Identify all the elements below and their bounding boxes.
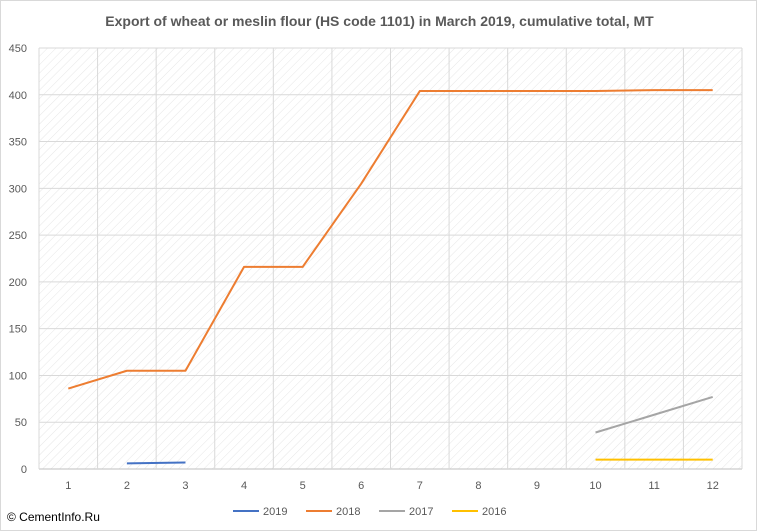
legend-label: 2016	[482, 506, 506, 518]
legend-label: 2018	[336, 506, 360, 518]
series-line	[68, 89, 713, 390]
x-tick-label: 5	[300, 480, 306, 492]
legend: 2019 2018 2017 2016	[233, 506, 506, 518]
y-tick-label: 400	[9, 90, 27, 102]
x-tick-label: 7	[417, 480, 423, 492]
legend-item-2019: 2019	[233, 506, 287, 518]
gridlines	[38, 47, 743, 470]
series-lines	[68, 89, 713, 465]
y-tick-label: 50	[15, 417, 27, 429]
x-tick-label: 11	[648, 480, 659, 492]
legend-label: 2019	[263, 506, 287, 518]
y-tick-label: 200	[9, 277, 27, 289]
legend-item-2017: 2017	[379, 506, 433, 518]
y-tick-label: 250	[9, 230, 27, 242]
legend-item-2016: 2016	[452, 506, 506, 518]
y-tick-label: 300	[9, 183, 27, 195]
y-tick-label: 450	[9, 43, 27, 55]
y-tick-label: 350	[9, 137, 27, 149]
x-tick-label: 1	[65, 480, 71, 492]
series-line	[595, 396, 713, 434]
series-line	[126, 461, 186, 465]
x-tick-label: 10	[589, 480, 601, 492]
x-tick-label: 9	[534, 480, 540, 492]
chart-title: Export of wheat or meslin flour (HS code…	[105, 13, 654, 29]
x-tick-label: 3	[182, 480, 188, 492]
x-tick-label: 2	[124, 480, 130, 492]
legend-label: 2017	[409, 506, 433, 518]
series-2018	[68, 89, 713, 390]
watermark-text: © CementInfo.Ru	[7, 510, 100, 524]
legend-item-2018: 2018	[306, 506, 360, 518]
x-tick-label: 4	[241, 480, 247, 492]
y-tick-label: 100	[9, 370, 27, 382]
x-tick-label: 8	[475, 480, 481, 492]
series-2017	[595, 396, 713, 434]
y-tick-label: 150	[9, 324, 27, 336]
x-tick-label: 12	[707, 480, 719, 492]
y-tick-label: 0	[21, 464, 27, 476]
series-2019	[126, 461, 186, 465]
x-tick-label: 6	[358, 480, 364, 492]
